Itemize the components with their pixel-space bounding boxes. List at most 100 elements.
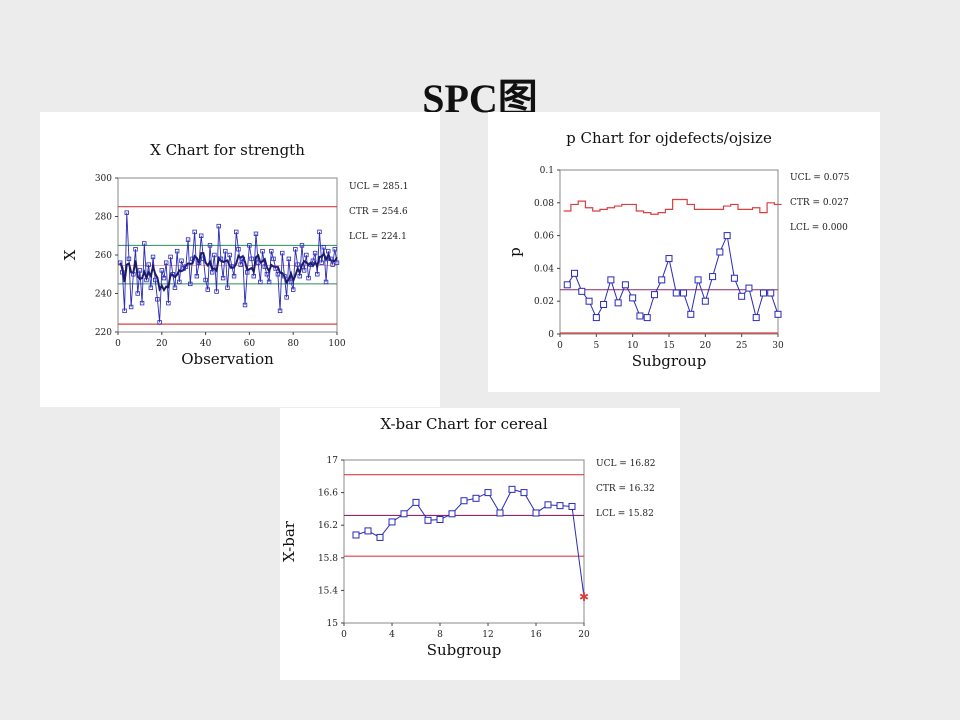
chart-title: X Chart for strength bbox=[150, 141, 305, 159]
data-point bbox=[240, 256, 246, 262]
y-tick-label: 0.04 bbox=[534, 264, 554, 274]
data-point bbox=[126, 256, 132, 262]
data-point bbox=[607, 276, 615, 284]
data-point bbox=[400, 510, 408, 518]
data-point bbox=[436, 515, 444, 523]
data-point bbox=[556, 502, 564, 510]
y-tick-label: 17 bbox=[327, 456, 339, 466]
data-point bbox=[306, 275, 311, 281]
limit-stat-0: UCL = 16.82 bbox=[596, 459, 655, 469]
data-point bbox=[190, 256, 195, 262]
data-point bbox=[571, 269, 579, 277]
data-point bbox=[124, 210, 129, 215]
data-point bbox=[767, 289, 775, 297]
p-chart-panel: p Chart for ojdefects/ojsize 0 0.02 0.04 0.0… bbox=[488, 112, 880, 392]
data-point bbox=[321, 245, 327, 250]
data-point bbox=[199, 233, 204, 238]
data-point bbox=[532, 509, 540, 517]
data-point bbox=[388, 518, 396, 526]
data-point bbox=[251, 273, 256, 279]
data-point bbox=[672, 289, 680, 297]
y-tick-label: 16.6 bbox=[318, 489, 338, 499]
data-point bbox=[643, 314, 651, 322]
data-point bbox=[364, 527, 372, 535]
data-point bbox=[212, 252, 217, 258]
y-tick-label: 280 bbox=[95, 213, 112, 223]
data-point bbox=[122, 308, 127, 314]
data-point bbox=[680, 289, 688, 297]
data-point bbox=[159, 268, 164, 273]
data-point bbox=[170, 272, 175, 277]
data-point bbox=[203, 277, 208, 283]
y-tick-label: 15 bbox=[327, 619, 339, 629]
data-point bbox=[216, 223, 221, 229]
data-point bbox=[273, 266, 278, 271]
chart-title: p Chart for ojdefects/ojsize bbox=[566, 129, 772, 147]
x-tick-label: 0 bbox=[341, 630, 347, 640]
data-point bbox=[218, 256, 224, 262]
data-point bbox=[205, 287, 210, 292]
data-point bbox=[563, 281, 571, 289]
data-point bbox=[258, 279, 263, 285]
limit-stat-2: LCL = 0.000 bbox=[790, 223, 848, 233]
x-tick-label: 0 bbox=[557, 341, 563, 351]
data-point bbox=[280, 250, 285, 256]
data-point bbox=[472, 494, 480, 502]
data-point bbox=[290, 287, 296, 292]
data-point bbox=[716, 248, 724, 256]
y-tick-label: 16.2 bbox=[318, 521, 338, 531]
limit-stat-0: UCL = 0.075 bbox=[790, 173, 850, 183]
data-point bbox=[155, 297, 160, 302]
data-point bbox=[376, 533, 384, 541]
data-point bbox=[238, 262, 243, 267]
x-tick-label: 20 bbox=[156, 339, 168, 349]
data-point bbox=[192, 229, 197, 235]
data-point bbox=[185, 237, 191, 242]
data-point bbox=[128, 304, 134, 310]
data-point bbox=[133, 247, 138, 252]
data-point bbox=[264, 272, 270, 277]
data-point bbox=[183, 264, 189, 269]
data-point bbox=[319, 260, 324, 265]
x-tick-label: 20 bbox=[578, 630, 590, 640]
y-tick-label: 15.4 bbox=[318, 586, 338, 596]
data-point bbox=[253, 231, 259, 237]
y-axis-label: p bbox=[506, 247, 524, 257]
data-point bbox=[658, 276, 666, 284]
data-point bbox=[225, 285, 230, 290]
x-tick-label: 8 bbox=[437, 630, 443, 640]
data-point bbox=[508, 485, 516, 493]
data-point bbox=[288, 279, 294, 285]
data-point bbox=[317, 229, 322, 235]
x-tick-label: 0 bbox=[115, 339, 121, 349]
data-point bbox=[745, 284, 753, 292]
y-axis-label: X bbox=[61, 249, 79, 260]
y-tick-label: 220 bbox=[95, 328, 112, 338]
limit-stat-1: CTR = 254.6 bbox=[349, 207, 408, 217]
data-point bbox=[144, 277, 149, 283]
data-point bbox=[424, 516, 432, 524]
data-point bbox=[220, 275, 226, 281]
data-point bbox=[214, 289, 219, 294]
data-point bbox=[332, 247, 338, 252]
limit-stat-2: LCL = 224.1 bbox=[349, 232, 407, 242]
series-line bbox=[119, 212, 338, 323]
x-tick-label: 10 bbox=[627, 341, 639, 351]
data-point bbox=[600, 300, 608, 308]
data-point bbox=[271, 256, 276, 262]
data-point bbox=[153, 277, 158, 283]
x-axis-label: Observation bbox=[181, 350, 274, 368]
data-point bbox=[520, 489, 528, 497]
data-point bbox=[687, 310, 695, 318]
y-tick-label: 0.08 bbox=[534, 199, 554, 209]
data-point bbox=[326, 248, 331, 254]
data-point bbox=[255, 260, 261, 265]
x-tick-label: 5 bbox=[593, 341, 599, 351]
x-tick-label: 20 bbox=[700, 341, 712, 351]
data-point bbox=[174, 248, 180, 254]
data-point bbox=[723, 232, 731, 240]
data-point bbox=[568, 502, 576, 510]
data-point bbox=[260, 248, 265, 254]
data-point bbox=[207, 243, 213, 248]
y-tick-label: 0.06 bbox=[534, 232, 554, 242]
